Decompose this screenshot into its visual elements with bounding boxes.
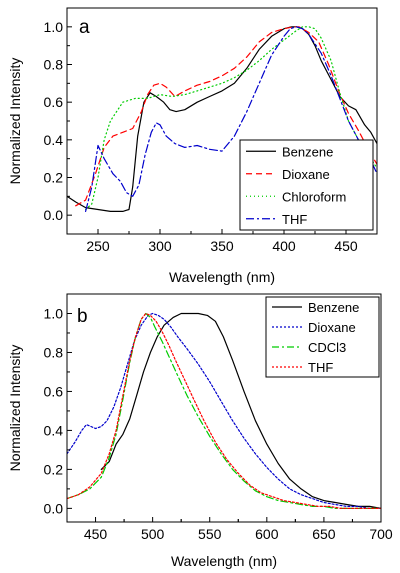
series-line-benzene-b <box>100 312 381 509</box>
y-tick-label-a: 0.4 <box>44 132 64 148</box>
x-tick-label-b: 600 <box>255 526 279 542</box>
x-tick-label-a: 300 <box>148 238 172 254</box>
y-tick-label-a: 0.6 <box>44 94 64 110</box>
x-axis-label-b: Wavelength (nm) <box>171 553 277 569</box>
plot-frame-b <box>66 293 382 523</box>
legend-label-dioxane-b: Dioxane <box>308 320 356 335</box>
y-tick-label-b: 0.8 <box>44 344 64 360</box>
x-tick-label-b: 500 <box>141 526 165 542</box>
legend-label-benzene-a: Benzene <box>282 144 333 159</box>
y-tick-label-a: 0.0 <box>44 207 64 223</box>
legend-a: Benzene Dioxane Chloroform THF <box>239 139 374 231</box>
y-tick-label-b: 0.2 <box>44 461 64 477</box>
y-tick-label-b: 0.6 <box>44 383 64 399</box>
panel-b: 450 500 550 600 650 700 0.0 0.2 0.4 0.6 0.8 1.0 b W… <box>7 293 393 569</box>
panel-a: 250 300 350 400 450 0.0 0.2 0.4 0.6 0.8 1.0 a Wave… <box>7 7 378 285</box>
x-axis-label-a: Wavelength (nm) <box>169 269 275 285</box>
x-tick-label-a: 400 <box>272 238 296 254</box>
x-tick-label-b: 450 <box>84 526 108 542</box>
x-tick-label-a: 250 <box>86 238 110 254</box>
series-line-dioxane-a <box>75 26 377 207</box>
series-line-benzene-a <box>67 26 377 212</box>
series-line-thf-a <box>85 26 377 212</box>
x-tick-label-a: 450 <box>334 238 358 254</box>
legend-label-cdcl3-b: CDCl3 <box>308 340 346 355</box>
legend-box-b <box>265 296 380 378</box>
x-tick-label-a: 350 <box>210 238 234 254</box>
y-tick-label-a: 0.2 <box>44 170 64 186</box>
y-tick-label-b: 0.0 <box>44 500 64 516</box>
series-line-cdcl3-b <box>67 312 381 509</box>
x-tick-label-b: 650 <box>312 526 336 542</box>
legend-label-thf-a: THF <box>282 212 307 227</box>
panel-label-b: b <box>77 306 88 327</box>
legend-b: Benzene Dioxane CDCl3 THF <box>265 296 380 378</box>
legend-label-dioxane-a: Dioxane <box>282 167 330 182</box>
y-tick-label-b: 0.4 <box>44 422 64 438</box>
x-tick-label-b: 700 <box>369 526 393 542</box>
series-line-thf-b <box>67 312 381 509</box>
panel-label-a: a <box>79 17 90 38</box>
series-line-dioxane-b <box>67 312 381 509</box>
legend-box-a <box>239 139 374 231</box>
y-axis-label-a: Normalized Intensity <box>7 58 23 185</box>
x-tick-label-b: 550 <box>198 526 222 542</box>
legend-label-chloroform-a: Chloroform <box>282 189 346 204</box>
y-axis-label-b: Normalized Intensity <box>7 345 23 472</box>
legend-label-thf-b: THF <box>308 360 333 375</box>
series-line-chloroform-a <box>85 26 377 211</box>
legend-label-benzene-b: Benzene <box>308 300 359 315</box>
y-tick-label-a: 1.0 <box>44 19 64 35</box>
y-tick-label-a: 0.8 <box>44 57 64 73</box>
y-tick-label-b: 1.0 <box>44 305 64 321</box>
